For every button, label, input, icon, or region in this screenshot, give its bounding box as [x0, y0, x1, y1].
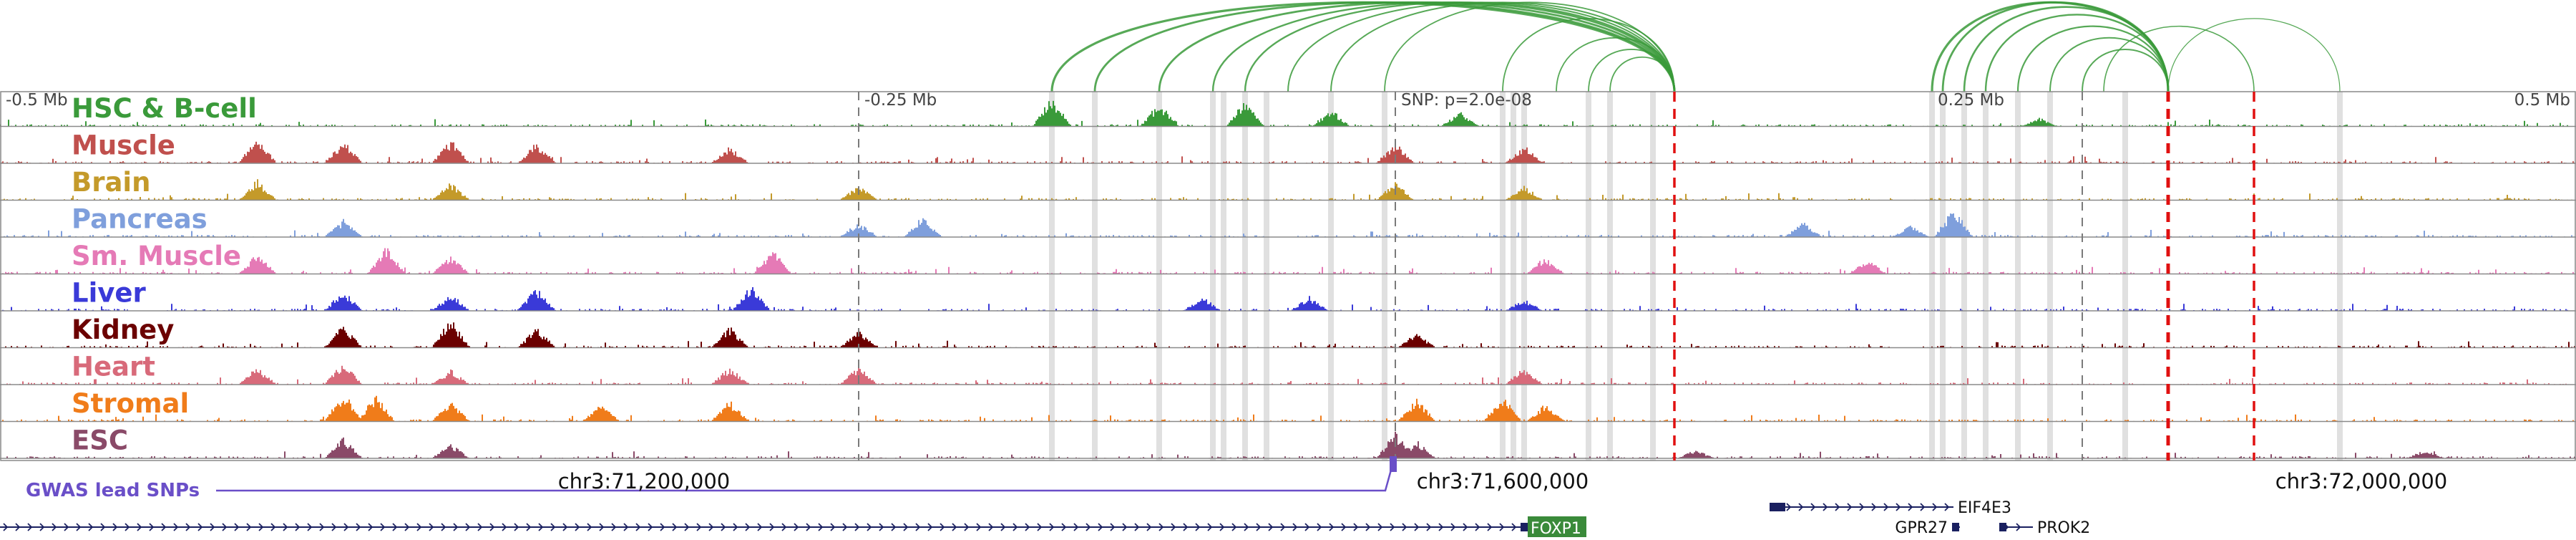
- gene-exon: [1999, 523, 2006, 531]
- highlight-column: [2337, 92, 2343, 461]
- gene-label: PROK2: [2037, 519, 2090, 537]
- highlight-column: [1521, 92, 1527, 461]
- scale-mark-label: 0.25 Mb: [1938, 91, 2004, 110]
- chromatin-loop-arc: [2082, 49, 2169, 92]
- scale-mark-label: 0.5 Mb: [2514, 91, 2570, 110]
- signal-track: [0, 141, 2575, 163]
- gene-label: EIF4E3: [1958, 499, 2011, 517]
- highlight-column: [1961, 92, 1967, 461]
- highlight-column: [2015, 92, 2021, 461]
- scale-mark-label: -0.5 Mb: [6, 91, 68, 110]
- track-label: Sm. Muscle: [72, 241, 241, 271]
- track-label: Liver: [72, 278, 146, 309]
- track-label: Brain: [72, 167, 150, 198]
- coordinate-label: chr3:71,200,000: [558, 469, 731, 493]
- chromatin-loop-arc: [1556, 37, 1675, 92]
- gwas-connector: [216, 464, 1394, 492]
- track-labels: HSC & B-cell Muscle Brain Pancreas Sm. Muscl…: [72, 93, 257, 456]
- coordinate-labels: chr3:71,200,000 chr3:71,600,000 chr3:72,00…: [558, 469, 2448, 493]
- accessibility-tracks: [0, 91, 2576, 461]
- highlight-column: [1940, 92, 1946, 461]
- gene-exon: [1770, 503, 1785, 511]
- chromatin-loop-arc: [1211, 1, 1676, 92]
- gene-exon: [1521, 523, 1528, 531]
- signal-track: [0, 395, 2575, 422]
- highlight-columns: [1049, 92, 2343, 461]
- gene-label-box: [1528, 516, 1586, 538]
- track-label: Muscle: [72, 130, 175, 161]
- highlight-column: [2047, 92, 2053, 461]
- chromatin-loop-arc: [2016, 25, 2170, 92]
- scale-mark-label: SNP: p=2.0e-08: [1401, 91, 1532, 110]
- gene-label: FOXP1: [1531, 520, 1581, 537]
- highlight-column: [2122, 92, 2128, 461]
- gwas-snp-mark: [1390, 456, 1397, 472]
- highlight-column: [1242, 92, 1248, 461]
- signal-track: [0, 100, 2575, 127]
- coordinate-label: chr3:71,600,000: [1417, 469, 1589, 493]
- signal-track: [0, 287, 2575, 311]
- chromatin-loop-arc: [1931, 1, 2170, 92]
- highlight-column: [1092, 92, 1098, 461]
- scale-marks: -0.5 Mb -0.25 Mb SNP: p=2.0e-08 0.25 Mb 0.5 …: [6, 91, 2570, 110]
- highlight-column: [1929, 92, 1935, 461]
- gwas-label: GWAS lead SNPs: [26, 480, 200, 501]
- signal-track: [0, 248, 2575, 274]
- chromatin-loop-arc: [1963, 6, 2170, 92]
- strand-arrows: [3, 523, 1517, 531]
- chromatin-loop-arc: [2049, 37, 2169, 92]
- highlight-column: [1607, 92, 1613, 461]
- chromatin-loop-arc: [1502, 18, 1675, 92]
- gene-label: GPR27: [1895, 519, 1948, 537]
- track-label: Kidney: [72, 314, 174, 345]
- chromatin-loops: [1050, 1, 2341, 92]
- highlight-column: [1210, 92, 1216, 461]
- highlight-column: [1586, 92, 1591, 461]
- signal-track: [0, 322, 2575, 348]
- highlight-column: [1511, 92, 1516, 461]
- track-label: Heart: [72, 352, 155, 382]
- signal-track: [0, 213, 2575, 237]
- gene-exon: [1952, 523, 1959, 531]
- highlight-column: [1500, 92, 1506, 461]
- highlight-column: [1382, 92, 1387, 461]
- track-label: Stromal: [72, 388, 189, 419]
- track-label: HSC & B-cell: [72, 93, 257, 124]
- chromatin-loop-arc: [1384, 1, 1675, 92]
- signal-track: [0, 179, 2575, 201]
- highlight-column: [1650, 92, 1656, 461]
- track-frame: [0, 91, 2576, 461]
- coordinate-label: chr3:72,000,000: [2275, 469, 2448, 493]
- chromatin-loop-arc: [1330, 1, 1675, 92]
- signal-track: [0, 365, 2575, 385]
- chromatin-loop-arc: [2167, 18, 2341, 92]
- highlight-column: [1221, 92, 1226, 461]
- highlight-column: [1328, 92, 1334, 461]
- gene-track: FOXP1 EIF4E3 GPR27 PROK2: [0, 499, 2090, 538]
- track-label: ESC: [72, 425, 128, 456]
- snp-markers: [858, 92, 2255, 461]
- highlight-column: [1049, 92, 1055, 461]
- gwas-lead-snps: GWAS lead SNPs: [26, 456, 1397, 501]
- chromatin-loop-arc: [1287, 1, 1675, 92]
- scale-mark-label: -0.25 Mb: [864, 91, 937, 110]
- chromatin-loop-arc: [1609, 57, 1675, 92]
- signal-track: [0, 431, 2575, 458]
- highlight-column: [1983, 92, 1989, 461]
- track-label: Pancreas: [72, 204, 208, 235]
- highlight-column: [1264, 92, 1269, 461]
- chromatin-loop-arc: [1984, 14, 2170, 92]
- chromatin-loop-arc: [2103, 25, 2255, 92]
- highlight-column: [1156, 92, 1162, 461]
